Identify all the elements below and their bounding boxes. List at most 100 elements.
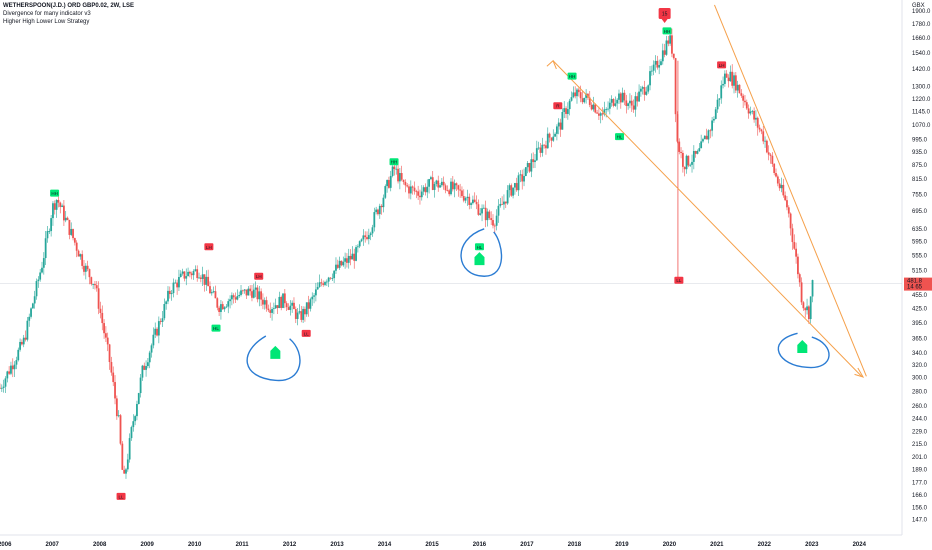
symbol-title: WETHERSPOON(J.D.) ORD GBP0.02, 2W, LSE: [3, 3, 135, 9]
time-tick-label: 2016: [473, 542, 487, 548]
candle-body: [727, 77, 730, 82]
candle-body: [72, 228, 74, 239]
candle-body: [409, 186, 412, 194]
candle-body: [26, 320, 29, 340]
candle-body: [760, 129, 763, 132]
label-hl: [615, 133, 625, 141]
candle-body: [599, 113, 602, 116]
candle-body: [6, 371, 9, 379]
candle-body: [729, 71, 732, 82]
circle-2016: [460, 228, 503, 277]
candle-body: [132, 421, 135, 428]
candle-body: [430, 177, 432, 180]
price-tick-label: 340.0: [912, 351, 928, 357]
candle-body: [92, 284, 95, 285]
candle-body: [185, 276, 188, 279]
price-tick-label: 177.0: [912, 480, 928, 486]
candle-body: [440, 181, 443, 186]
candle-body: [241, 290, 244, 292]
candle-body: [720, 85, 723, 99]
candle-body: [4, 378, 7, 387]
candle-body: [674, 58, 677, 115]
candle-body: [61, 205, 63, 207]
candle-body: [163, 304, 166, 319]
candle-body: [296, 312, 299, 319]
candle-body: [294, 309, 297, 319]
candle-body: [738, 84, 741, 94]
candle-body: [53, 203, 56, 210]
candle-body: [541, 144, 544, 153]
candle-body: [10, 365, 12, 374]
candle-body: [103, 323, 105, 334]
candle-body: [145, 366, 147, 370]
candle-body: [192, 271, 195, 276]
candle-body: [81, 254, 84, 266]
candle-body: [691, 161, 693, 165]
time-tick-label: 2009: [140, 542, 154, 548]
candle-body: [366, 237, 368, 240]
candle-body: [486, 211, 489, 221]
label-text: LH: [206, 245, 212, 250]
candle-body: [320, 282, 323, 284]
candle-body: [66, 217, 69, 220]
candle-body: [99, 308, 102, 313]
price-tick-label: 1660.0: [912, 36, 931, 42]
candle-body: [495, 215, 498, 226]
candle-body: [749, 111, 752, 114]
candle-body: [758, 127, 761, 130]
candle-body: [608, 102, 611, 109]
candle-body: [307, 302, 310, 309]
candle-body: [327, 277, 330, 282]
candle-body: [134, 416, 137, 422]
arrowhead-top: [546, 59, 557, 70]
price-tick-label: 166.0: [912, 493, 928, 499]
candle-body: [369, 233, 372, 236]
price-tick-label: 156.0: [912, 506, 928, 512]
chart-legend: WETHERSPOON(J.D.) ORD GBP0.02, 2W, LSE D…: [3, 2, 134, 26]
price-tick-label: 1780.0: [912, 22, 931, 28]
candle-body: [347, 255, 350, 263]
candle-body: [703, 135, 706, 140]
candle-body: [356, 246, 359, 248]
candle-body: [515, 183, 518, 191]
candle-body: [159, 321, 162, 322]
price-tick-label: 215.0: [912, 442, 928, 448]
candle-body: [90, 277, 93, 285]
candle-body: [349, 255, 352, 260]
candle-body: [152, 334, 155, 346]
candle-body: [658, 65, 661, 68]
candle-body: [199, 277, 202, 279]
candle-body: [539, 147, 542, 153]
candle-body: [384, 186, 387, 198]
candle-body: [274, 305, 277, 309]
candle-body: [194, 269, 197, 272]
time-tick-label: 2017: [520, 542, 534, 548]
candle-body: [574, 92, 577, 97]
candle-body: [267, 308, 270, 311]
candle-body: [605, 108, 608, 110]
candle-body: [24, 337, 27, 340]
candle-body: [33, 296, 36, 304]
candle-body: [552, 136, 555, 141]
label-text: HL: [213, 326, 219, 331]
candle-body: [782, 184, 785, 196]
candle-body: [95, 285, 98, 289]
candle-body: [745, 102, 748, 109]
candle-body: [546, 133, 549, 149]
candle-body: [733, 75, 735, 86]
candle-body: [614, 103, 617, 106]
candle-body: [428, 179, 430, 187]
candle-body: [94, 284, 96, 286]
price-tick-label: 1070.0: [912, 123, 931, 129]
candle-body: [619, 93, 622, 103]
candle-body: [371, 227, 374, 234]
candle-body: [572, 92, 575, 98]
candle-body: [108, 344, 111, 363]
candle-body: [83, 265, 85, 272]
candle-body: [229, 299, 231, 302]
label-text: LL: [119, 494, 125, 499]
candle-body: [470, 203, 472, 205]
candle-body: [230, 295, 233, 300]
candle-body: [718, 98, 721, 100]
